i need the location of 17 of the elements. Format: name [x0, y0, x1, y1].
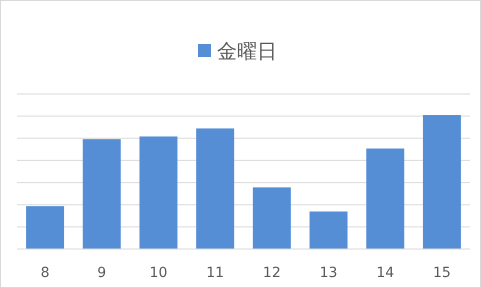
bar: [366, 148, 404, 249]
x-tick-label: 11: [206, 265, 224, 281]
bar: [310, 211, 348, 249]
x-tick-label: 13: [320, 265, 338, 281]
bar: [139, 136, 178, 249]
bar: [422, 115, 461, 249]
bar: [26, 206, 64, 249]
x-tick-label: 10: [150, 265, 168, 281]
x-tick-label: 12: [262, 265, 281, 281]
x-tick-label: 8: [40, 265, 50, 281]
bar: [82, 139, 121, 249]
legend-label: 金曜日: [217, 39, 277, 63]
x-tick-label: 15: [433, 265, 451, 281]
bar: [196, 128, 234, 249]
x-tick-label: 9: [97, 265, 106, 281]
x-tick-label: 14: [376, 265, 394, 281]
bar: [252, 187, 291, 249]
